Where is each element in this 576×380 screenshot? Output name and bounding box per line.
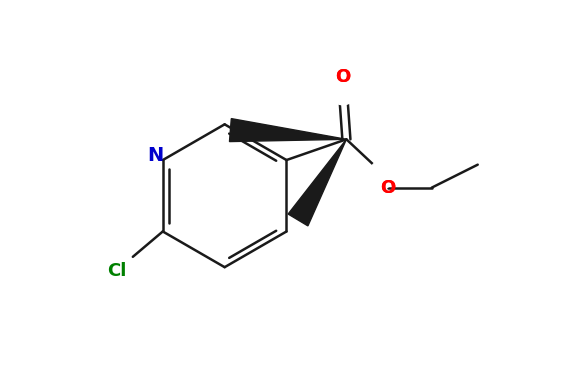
Circle shape xyxy=(369,160,397,188)
Text: N: N xyxy=(148,146,164,165)
Polygon shape xyxy=(288,139,346,226)
Circle shape xyxy=(329,77,357,105)
Text: Cl: Cl xyxy=(107,262,126,280)
Text: O: O xyxy=(335,68,351,86)
Text: O: O xyxy=(380,179,396,197)
Text: O: O xyxy=(380,179,396,197)
Text: O: O xyxy=(335,68,351,86)
Polygon shape xyxy=(229,119,346,142)
